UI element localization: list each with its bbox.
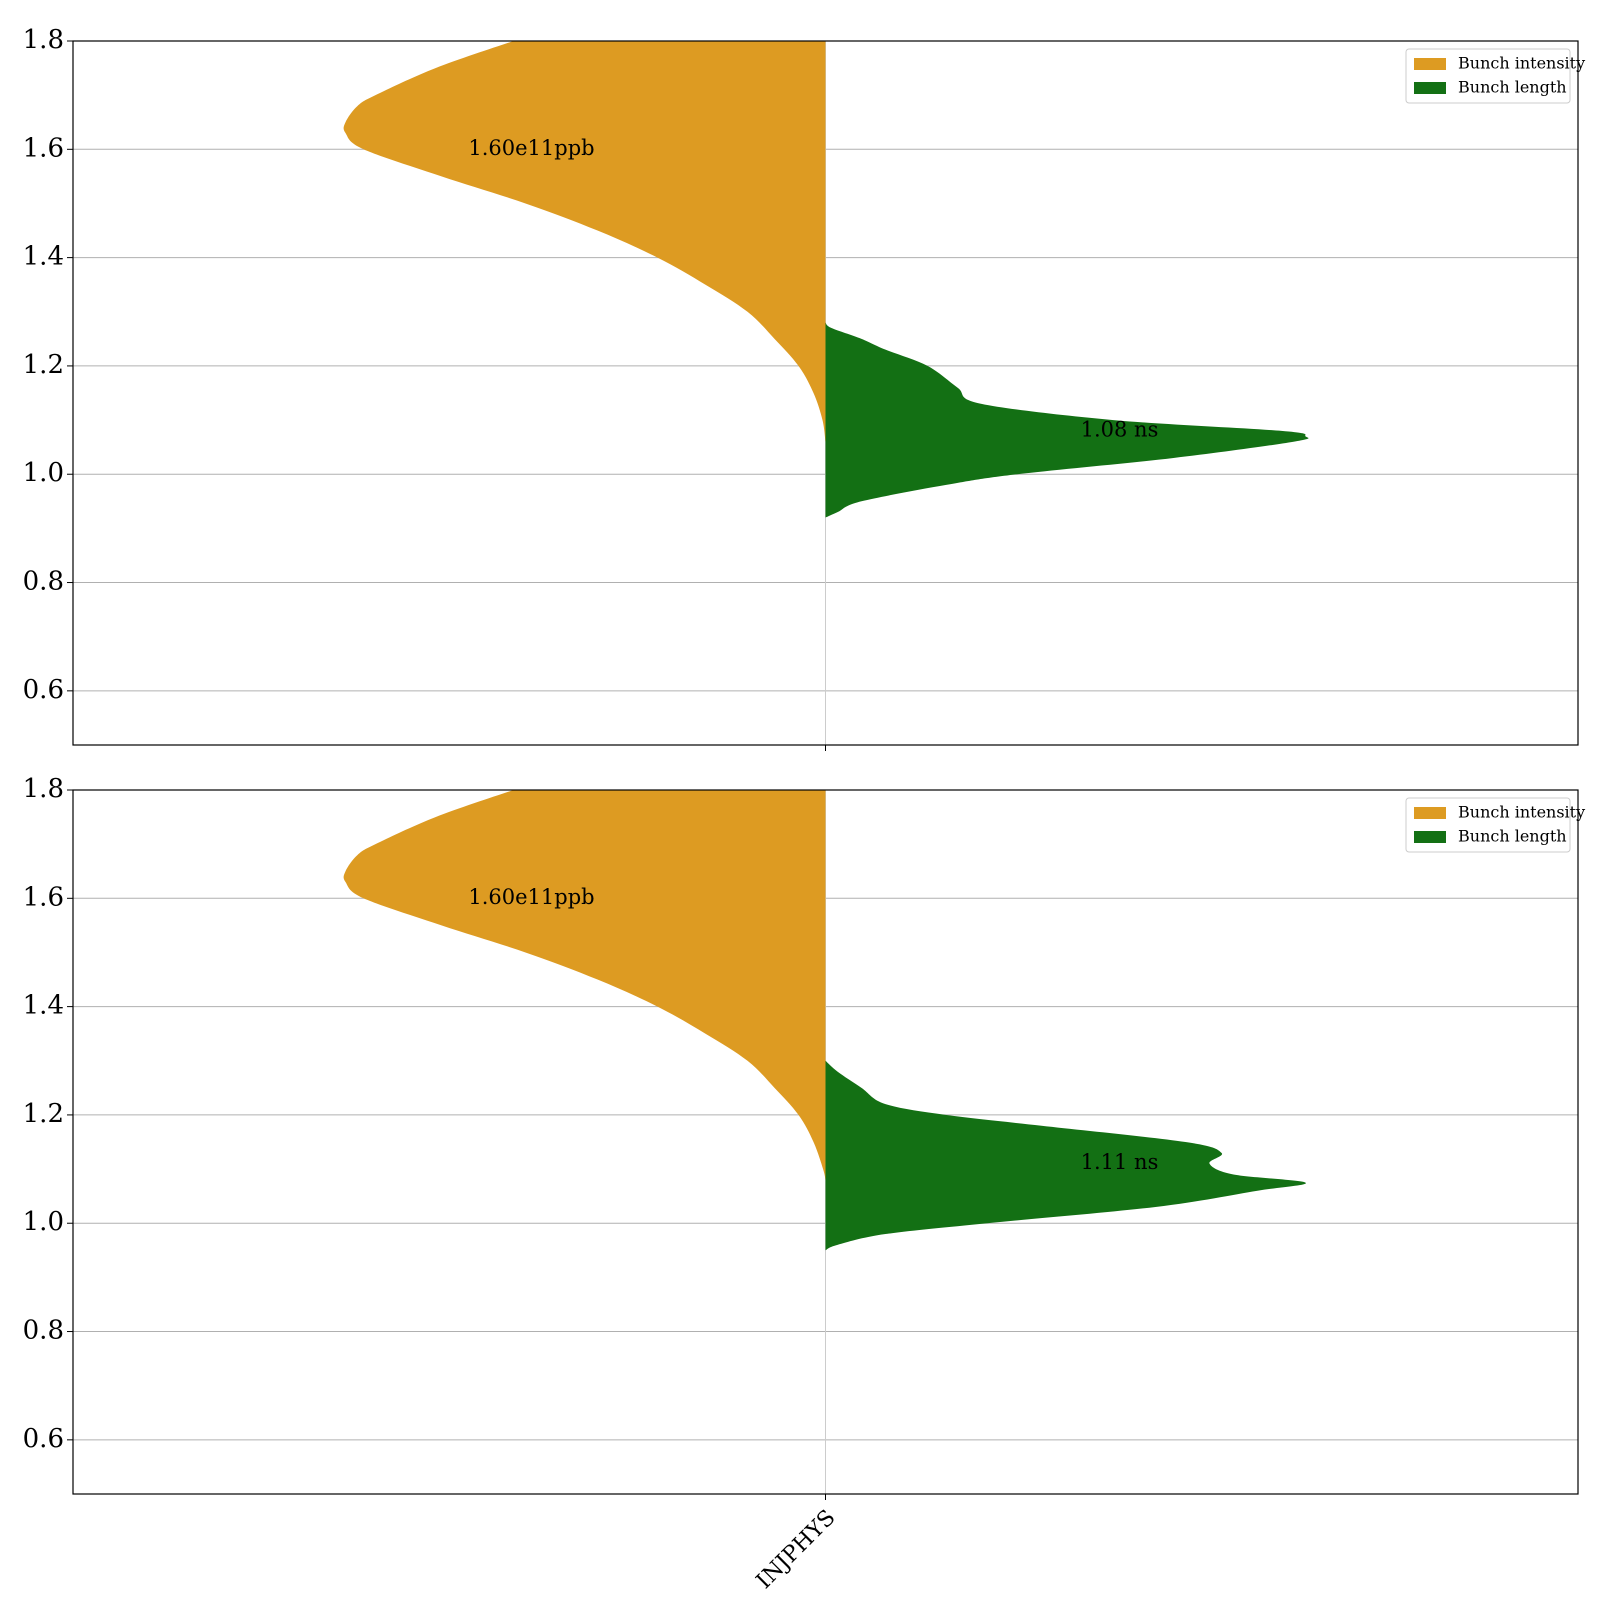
y-tick-label: 1.2: [23, 1099, 64, 1129]
legend: Bunch intensity Bunch length: [1405, 797, 1585, 853]
y-tick-label: 1.4: [23, 991, 64, 1021]
y-tick-label: 0.8: [23, 567, 64, 597]
legend-label: Bunch length: [1458, 827, 1567, 846]
violin-group: [343, 41, 1309, 518]
y-tick-label: 1.0: [23, 1207, 64, 1237]
violin-group: [343, 790, 1306, 1251]
y-tick-label: 0.6: [23, 675, 64, 705]
y-tick-label: 1.6: [23, 882, 64, 912]
y-tick-label: 0.8: [23, 1316, 64, 1346]
violin-bunch-length: [825, 322, 1309, 518]
y-tick-label: 1.8: [23, 774, 64, 804]
legend-swatch: [1414, 831, 1446, 843]
violin-bunch-length: [825, 1060, 1306, 1251]
legend: Bunch intensity Bunch length: [1405, 48, 1585, 104]
violin-bunch-intensity: [343, 790, 826, 1180]
legend-label: Bunch length: [1458, 78, 1567, 97]
y-tick-label: 0.6: [23, 1424, 64, 1454]
y-tick-label: 1.0: [23, 458, 64, 488]
y-tick-label: 1.2: [23, 350, 64, 380]
violin-bunch-intensity: [343, 41, 826, 442]
annotation-bunch-length: 1.08 ns: [1081, 417, 1159, 441]
legend-label: Bunch intensity: [1458, 54, 1585, 73]
annotation-bunch-intensity: 1.60e11ppb: [468, 885, 594, 909]
y-tick-label: 1.8: [23, 25, 64, 55]
legend-swatch: [1414, 82, 1446, 94]
legend-label: Bunch intensity: [1458, 803, 1585, 822]
legend-swatch: [1414, 58, 1446, 70]
legend-box: [1405, 48, 1571, 104]
chart-panel-1: 1.60e11ppb 1.08 ns 0.6 0.8 1.0 1.2 1.4 1.6 1.8 Bu…: [23, 25, 1585, 751]
y-tick-label: 1.6: [23, 133, 64, 163]
y-tick-label: 1.4: [23, 242, 64, 272]
legend-box: [1405, 797, 1571, 853]
annotation-bunch-length: 1.11 ns: [1081, 1150, 1159, 1174]
annotation-bunch-intensity: 1.60e11ppb: [468, 136, 594, 160]
legend-swatch: [1414, 807, 1446, 819]
